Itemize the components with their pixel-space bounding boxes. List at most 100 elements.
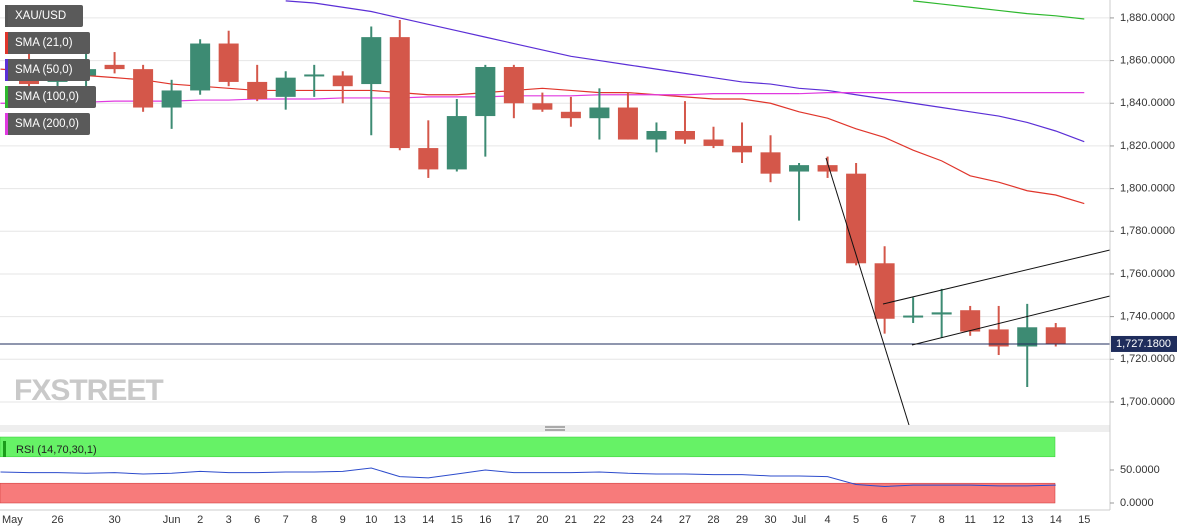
candle-body (589, 107, 610, 119)
candle-body (674, 130, 695, 140)
x-tick-label: 15 (1078, 514, 1090, 526)
candle-body (218, 43, 239, 82)
candle-body (874, 263, 895, 319)
candle-body (560, 111, 581, 119)
candle-body (161, 90, 182, 108)
oversold-band (0, 482, 1056, 504)
candle-body (475, 66, 496, 117)
price-plot (0, 0, 1110, 388)
legend-swatch (5, 32, 8, 54)
legend-box[interactable] (5, 113, 90, 135)
trendlines (825, 157, 1110, 425)
x-tick-label: Jun (163, 514, 181, 526)
panel-separator[interactable] (0, 425, 1110, 432)
candle-body (332, 75, 353, 87)
candle-body (304, 74, 325, 77)
x-tick-label: 17 (508, 514, 520, 526)
candle-body (389, 37, 410, 149)
candle-body (846, 173, 867, 264)
candle-body (646, 130, 667, 140)
trendline (825, 157, 910, 425)
candle-body (503, 66, 524, 104)
x-tick-label: 2 (197, 514, 203, 526)
x-tick-label: 8 (939, 514, 945, 526)
y-tick-label: 1,760.0000 (1120, 268, 1175, 280)
x-tick-label: 14 (422, 514, 434, 526)
candle-body (361, 37, 382, 85)
candle-body (960, 310, 981, 332)
y-tick-label: 1,860.0000 (1120, 54, 1175, 66)
candle-body (789, 165, 810, 172)
legend-swatch (5, 59, 8, 81)
candle-body (760, 152, 781, 174)
legend-swatch (5, 113, 8, 135)
x-tick-label: 30 (764, 514, 776, 526)
x-tick-label: 29 (736, 514, 748, 526)
candle-body (418, 148, 439, 170)
x-tick-label: 13 (1021, 514, 1033, 526)
x-tick-label: 6 (882, 514, 888, 526)
candle-body (1045, 327, 1066, 344)
x-tick-label: 20 (536, 514, 548, 526)
candle-body (104, 64, 125, 70)
x-tick-label: 26 (51, 514, 63, 526)
overbought-band (0, 436, 1056, 458)
legend-box[interactable] (5, 59, 90, 81)
sma-line (285, 0, 1085, 143)
legend-swatch (5, 86, 8, 108)
sma-line (913, 0, 1085, 20)
y-tick-label: 1,780.0000 (1120, 225, 1175, 237)
legend-label: SMA (200,0) (15, 118, 79, 130)
x-tick-label: 30 (108, 514, 120, 526)
x-tick-label: 5 (853, 514, 859, 526)
x-tick-label: 8 (311, 514, 317, 526)
legend-box[interactable] (5, 32, 90, 54)
sma-line (0, 68, 1085, 205)
last-price-box (1111, 335, 1177, 352)
last-price-label: 1,727.1800 (1116, 338, 1171, 350)
y-tick-label: 1,720.0000 (1120, 353, 1175, 365)
legend-swatch (5, 5, 8, 27)
candle-body (817, 165, 838, 172)
x-tick-label: 11 (964, 514, 975, 526)
channel-upper (882, 249, 1110, 305)
y-tick-label: 0.0000 (1120, 497, 1154, 509)
x-tick-label: 23 (622, 514, 634, 526)
rsi-line (0, 467, 1056, 488)
x-tick-label: 27 (679, 514, 691, 526)
y-tick-label: 1,740.0000 (1120, 311, 1175, 323)
x-tick-label: 22 (593, 514, 605, 526)
x-tick-label: 16 (479, 514, 491, 526)
candle-body (903, 315, 924, 318)
y-tick-label: 50.0000 (1120, 464, 1160, 476)
grid (0, 17, 1110, 403)
candle-body (190, 43, 211, 91)
legend-box[interactable] (5, 5, 83, 27)
y-tick-label: 1,700.0000 (1120, 396, 1175, 408)
y-tick-label: 1,880.0000 (1120, 12, 1175, 24)
x-tick-label: 12 (993, 514, 1005, 526)
x-tick-label: 10 (365, 514, 377, 526)
candle-body (532, 103, 553, 110)
candle-body (931, 312, 952, 315)
legend-label: XAU/USD (15, 10, 66, 22)
x-tick-label: 9 (340, 514, 346, 526)
rsi-plot (0, 436, 1056, 504)
channel-lower (911, 295, 1110, 346)
candle-body (133, 69, 154, 108)
x-tick-label: 14 (1050, 514, 1062, 526)
candle-body (275, 77, 296, 97)
x-tick-label: 13 (394, 514, 406, 526)
x-tick-label: Jul (792, 514, 806, 526)
x-tick-label: 21 (565, 514, 577, 526)
x-tick-label: 7 (283, 514, 289, 526)
candle-body (732, 145, 753, 153)
indicator-swatch (3, 441, 6, 457)
x-tick-label: 24 (650, 514, 662, 526)
legend-box[interactable] (5, 86, 96, 108)
y-tick-label: 1,800.0000 (1120, 183, 1175, 195)
legend-label: SMA (21,0) (15, 37, 73, 49)
overlay: 1,700.0000 1,720.0000 1,740.0000 1,760.0000… (2, 5, 1177, 526)
candle-body (988, 329, 1009, 347)
